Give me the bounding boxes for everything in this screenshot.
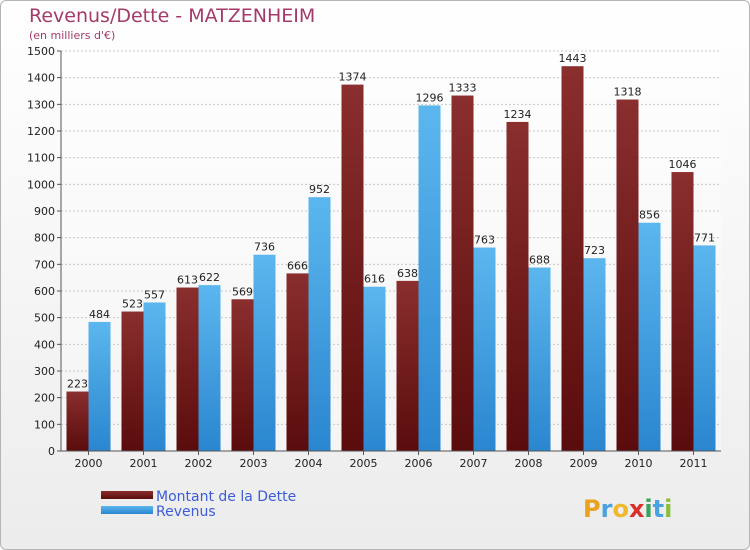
legend-swatch — [101, 491, 153, 499]
x-tick-label: 2002 — [185, 457, 213, 470]
data-label: 622 — [199, 271, 220, 284]
y-tick-label: 1200 — [27, 125, 55, 138]
bar-revenus — [583, 258, 606, 451]
bar-revenus — [528, 267, 551, 451]
data-label: 666 — [287, 259, 308, 272]
bar-dette — [341, 84, 364, 451]
x-tick-label: 2010 — [625, 457, 653, 470]
x-tick-label: 2007 — [460, 457, 488, 470]
x-tick-label: 2001 — [130, 457, 158, 470]
logo-letter: i — [664, 495, 672, 523]
bar-dette — [451, 95, 474, 452]
data-label: 638 — [397, 267, 418, 280]
data-label: 557 — [144, 288, 165, 301]
bar-dette — [231, 299, 254, 451]
logo-letter: o — [612, 495, 629, 523]
x-tick-label: 2008 — [515, 457, 543, 470]
y-tick-label: 1500 — [27, 45, 55, 58]
y-tick-label: 1400 — [27, 72, 55, 85]
data-label: 523 — [122, 298, 143, 311]
data-label: 1443 — [559, 52, 587, 65]
logo-letter: r — [601, 495, 613, 523]
bar-dette — [616, 99, 639, 452]
data-label: 484 — [89, 308, 110, 321]
y-tick-label: 900 — [34, 205, 55, 218]
plot-area — [61, 51, 721, 451]
bar-revenus — [418, 105, 441, 452]
data-label: 736 — [254, 241, 275, 254]
data-label: 1234 — [504, 108, 532, 121]
bar-dette — [396, 280, 419, 451]
bar-revenus — [143, 302, 166, 451]
y-tick-label: 1000 — [27, 178, 55, 191]
bar-dette — [286, 273, 309, 451]
data-label: 1046 — [669, 158, 697, 171]
bar-dette — [561, 66, 584, 451]
chart-subtitle: (en milliers d'€) — [29, 29, 116, 42]
logo-letter: P — [583, 495, 601, 523]
bar-dette — [506, 121, 529, 451]
y-tick-label: 300 — [34, 365, 55, 378]
x-tick-label: 2011 — [680, 457, 708, 470]
legend-label: Revenus — [156, 504, 216, 520]
y-tick-label: 600 — [34, 285, 55, 298]
y-tick-label: 500 — [34, 312, 55, 325]
data-label: 723 — [584, 244, 605, 257]
y-tick-label: 0 — [48, 445, 55, 458]
bar-revenus — [638, 222, 661, 451]
legend-swatch — [101, 506, 153, 514]
bar-revenus — [308, 197, 331, 451]
data-label: 616 — [364, 273, 385, 286]
y-tick-label: 1100 — [27, 152, 55, 165]
bar-dette — [121, 311, 144, 451]
x-tick-label: 2003 — [240, 457, 268, 470]
bar-revenus — [88, 321, 111, 451]
y-tick-label: 800 — [34, 232, 55, 245]
logo-letter: i — [644, 495, 652, 523]
bar-dette — [176, 287, 199, 451]
proxiti-logo: Proxiti — [583, 495, 672, 523]
x-tick-label: 2006 — [405, 457, 433, 470]
data-label: 688 — [529, 254, 550, 267]
data-label: 771 — [694, 231, 715, 244]
data-label: 856 — [639, 209, 660, 222]
data-label: 613 — [177, 274, 198, 287]
y-tick-label: 1300 — [27, 98, 55, 111]
y-tick-label: 100 — [34, 418, 55, 431]
legend-label: Montant de la Dette — [156, 489, 296, 505]
y-tick-label: 200 — [34, 392, 55, 405]
y-tick-label: 400 — [34, 338, 55, 351]
data-label: 223 — [67, 378, 88, 391]
x-tick-label: 2004 — [295, 457, 323, 470]
y-tick-label: 700 — [34, 258, 55, 271]
data-label: 1296 — [416, 91, 444, 104]
data-label: 1374 — [339, 71, 367, 84]
data-label: 1333 — [449, 82, 477, 95]
chart-title: Revenus/Dette - MATZENHEIM — [29, 5, 316, 27]
data-label: 763 — [474, 234, 495, 247]
bar-revenus — [363, 286, 386, 451]
bar-revenus — [693, 245, 716, 451]
bar-revenus — [198, 285, 221, 451]
bar-revenus — [253, 254, 276, 451]
logo-letter: x — [629, 495, 645, 523]
x-tick-label: 2000 — [75, 457, 103, 470]
data-label: 569 — [232, 285, 253, 298]
bar-revenus — [473, 247, 496, 451]
x-tick-label: 2009 — [570, 457, 598, 470]
data-label: 952 — [309, 183, 330, 196]
bar-dette — [66, 391, 89, 451]
bar-dette — [671, 172, 694, 452]
logo-letter: t — [653, 495, 664, 523]
data-label: 1318 — [614, 86, 642, 99]
x-tick-label: 2005 — [350, 457, 378, 470]
